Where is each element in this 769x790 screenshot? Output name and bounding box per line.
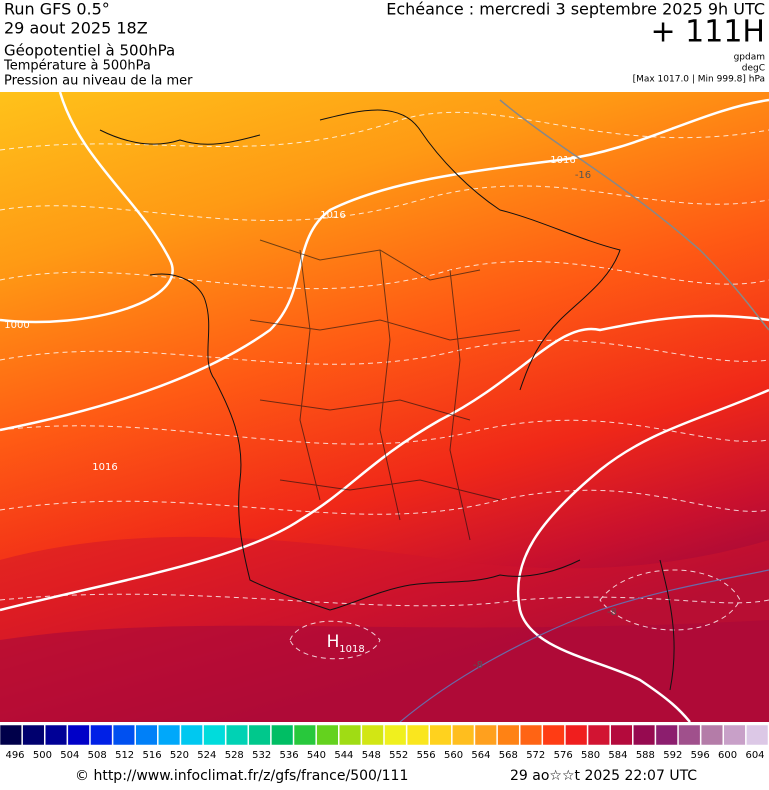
field: Géopotentiel à 500hPa — [4, 42, 175, 60]
run-date: 29 aout 2025 18Z — [4, 19, 148, 38]
isobars — [0, 92, 769, 722]
colorbar-label: 508 — [88, 750, 107, 761]
isotherms — [0, 111, 769, 660]
borders — [249, 239, 521, 541]
color-swatch — [519, 724, 543, 746]
color-swatch — [587, 724, 610, 746]
unit: gpdam — [734, 53, 765, 63]
color-swatch — [361, 724, 384, 746]
map-label: H — [327, 632, 340, 652]
header: Run GFS 0.5° 29 aout 2025 18Z Géopotenti… — [3, 0, 765, 89]
colorbar-label: 524 — [197, 750, 216, 761]
colorbar-label: 600 — [718, 750, 737, 761]
color-swatch — [112, 724, 135, 746]
map-label: 1016 — [550, 155, 575, 166]
unit: degC — [742, 64, 765, 74]
colorbar-label: 512 — [115, 750, 134, 761]
colorbar-label: 584 — [608, 750, 627, 761]
color-swatch — [678, 724, 701, 746]
color-swatch — [22, 724, 45, 746]
field: Température à 500hPa — [3, 59, 151, 74]
color-swatch — [271, 724, 294, 746]
colorbar-label: 568 — [499, 750, 518, 761]
timestamp: 29 ao☆☆t 2025 22:07 UTC — [510, 768, 697, 784]
colorbar-label: 560 — [444, 750, 463, 761]
color-swatch — [339, 724, 362, 746]
color-swatch — [474, 724, 497, 746]
color-swatch — [44, 724, 68, 746]
colorbar-label: 548 — [362, 750, 381, 761]
run: Run GFS 0.5° — [4, 0, 110, 19]
field-band — [0, 620, 769, 722]
color-swatch — [542, 724, 565, 746]
color-swatch — [565, 724, 588, 746]
color-swatch — [610, 724, 633, 746]
color-swatch — [0, 724, 22, 746]
color-swatch — [203, 724, 226, 746]
color-swatch — [135, 724, 158, 746]
color-swatch — [723, 724, 746, 746]
color-swatch — [497, 724, 520, 746]
colorbar-label: 552 — [389, 750, 408, 761]
color-swatch — [225, 724, 249, 746]
colorbar-label: 556 — [417, 750, 436, 761]
colorbar-label: 540 — [307, 750, 326, 761]
color-swatch — [158, 724, 181, 746]
colorbar-label: 564 — [471, 750, 490, 761]
colorbar-label: 592 — [663, 750, 682, 761]
color-swatch — [700, 724, 724, 746]
color-swatch — [633, 724, 656, 746]
colorbar-label: 604 — [745, 750, 764, 761]
color-swatch — [293, 724, 316, 746]
map-label: 1018 — [339, 644, 364, 655]
color-swatch — [746, 724, 769, 746]
colorbar-label: 544 — [334, 750, 353, 761]
valid-time: Echéance : mercredi 3 septembre 2025 9h … — [386, 0, 765, 19]
color-swatch — [452, 724, 475, 746]
range: [Max 1017.0 | Min 999.8] hPa — [633, 75, 765, 85]
color-swatch — [67, 724, 90, 746]
colorbar-label: 516 — [142, 750, 161, 761]
isotherm-grey — [399, 99, 769, 722]
colorbar: 496 500 504 508 512 516 520 524 528 532 536 540 544 5… — [0, 724, 769, 761]
colorbar-label: 572 — [526, 750, 545, 761]
map-label: 1016 — [92, 462, 117, 473]
color-swatch — [429, 724, 452, 746]
field: Pression au niveau de la mer — [4, 74, 193, 89]
map — [0, 92, 769, 722]
source-url: © http://www.infoclimat.fr/z/gfs/france/… — [75, 768, 408, 784]
colorbar-label: 580 — [581, 750, 600, 761]
colorbar-label: 536 — [280, 750, 299, 761]
footer: © http://www.infoclimat.fr/z/gfs/france/… — [75, 768, 697, 784]
colorbar-label: 532 — [252, 750, 271, 761]
color-swatch — [90, 724, 113, 746]
map-label: 1000 — [4, 320, 29, 331]
map-label: -8 — [607, 607, 617, 618]
map-label: -16 — [575, 170, 591, 181]
color-swatch — [655, 724, 678, 746]
colorbar-label: 500 — [33, 750, 52, 761]
color-swatch — [180, 724, 203, 746]
colorbar-label: 528 — [225, 750, 244, 761]
color-swatch — [248, 724, 271, 746]
colorbar-label: 596 — [691, 750, 710, 761]
colorbar-label: 504 — [60, 750, 79, 761]
colorbar-label: 520 — [170, 750, 189, 761]
map-label: -8 — [473, 660, 483, 671]
coastline — [99, 109, 675, 691]
color-swatch — [316, 724, 339, 746]
lead-time: + 111H — [651, 15, 766, 50]
color-swatch — [384, 724, 407, 746]
color-swatch — [406, 724, 429, 746]
colorbar-label: 496 — [5, 750, 24, 761]
colorbar-label: 588 — [636, 750, 655, 761]
map-label: 1016 — [320, 210, 345, 221]
colorbar-label: 576 — [554, 750, 573, 761]
